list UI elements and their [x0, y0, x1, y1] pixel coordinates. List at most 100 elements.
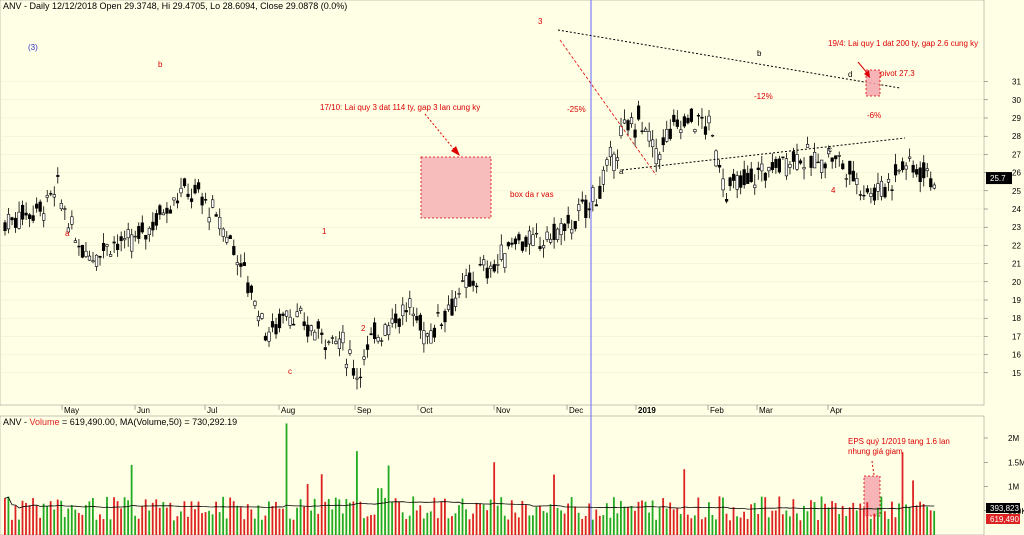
volume-bar: [750, 504, 753, 535]
volume-bar: [398, 501, 401, 535]
volume-bar: [651, 500, 654, 535]
candle-down: [763, 172, 767, 181]
volume-bar: [257, 505, 260, 535]
candle-down: [189, 198, 194, 202]
candle-up: [788, 163, 792, 168]
volume-bar: [451, 516, 453, 535]
chart-annotation: c: [288, 367, 292, 376]
volume-bar: [634, 510, 636, 535]
volume-bar: [401, 512, 404, 535]
volume-bar: [926, 506, 929, 535]
price-tick-label: 22: [1012, 241, 1021, 250]
volume-bar: [268, 501, 270, 535]
candle-up: [284, 310, 289, 317]
candle-up: [267, 331, 271, 342]
volume-bar: [873, 513, 876, 535]
volume-bar: [549, 504, 552, 535]
volume-ma-line: [4, 496, 935, 510]
candle-up: [256, 316, 261, 322]
volume-bar: [70, 505, 73, 535]
candle-down: [858, 194, 862, 196]
chart-annotation: box da r vas: [510, 190, 554, 199]
candle-down: [77, 245, 81, 248]
candle-down: [439, 324, 444, 326]
candle-up: [679, 129, 683, 133]
candle-down: [929, 178, 933, 188]
candle-down: [915, 169, 919, 175]
volume-bar: [35, 505, 38, 535]
candle-down: [777, 158, 781, 173]
ma-volume-label: 619,490: [990, 515, 1019, 524]
candle-down: [538, 246, 542, 249]
candle-down: [573, 220, 577, 229]
volume-bar: [56, 499, 59, 535]
price-tick-label: 18: [1012, 314, 1021, 323]
candle-down: [781, 156, 785, 159]
candle-up: [531, 234, 535, 246]
candle-down: [563, 223, 567, 231]
candle-up: [91, 260, 95, 263]
volume-bar: [130, 464, 133, 535]
candle-down: [302, 321, 306, 326]
last-price-label: 25.7: [990, 174, 1006, 183]
chart-annotation: c: [828, 145, 832, 154]
volume-bar: [377, 488, 379, 535]
volume-bar: [204, 512, 207, 535]
volume-bar: [352, 501, 355, 535]
volume-bar: [774, 510, 777, 535]
candle-up: [767, 167, 771, 172]
candle-down: [478, 264, 482, 266]
candle-up: [87, 255, 92, 261]
volume-bar: [507, 519, 510, 535]
volume-bar: [225, 518, 228, 535]
candle-up: [235, 262, 239, 266]
candle-up: [760, 163, 764, 172]
volume-bar: [891, 501, 893, 535]
volume-bar: [39, 517, 41, 535]
chart-annotation: -12%: [754, 92, 773, 101]
volume-bar: [275, 501, 277, 535]
candle-up: [45, 195, 49, 198]
overlays: (3) b a 1 c 2 3 -25% 17/10: Lai quy 3 dat 114 ty…: [28, 0, 978, 535]
chart-annotation: 17/10: Lai quy 3 dat 114 ty, gap 3 lan c…: [320, 103, 480, 112]
candle-down: [890, 189, 894, 191]
month-label: Oct: [420, 406, 433, 415]
volume-bar: [313, 498, 316, 535]
candle-down: [232, 246, 236, 255]
candle-down: [791, 151, 796, 162]
candle-up: [693, 129, 697, 133]
candle-up: [622, 119, 627, 124]
candle-down: [306, 324, 310, 337]
volume-tick-label: 1M: [1008, 483, 1019, 492]
volume-bar: [655, 519, 657, 535]
candle-up: [876, 183, 880, 192]
candle-up: [802, 167, 806, 170]
candle-up: [401, 304, 405, 317]
volume-bar: [211, 514, 214, 535]
volume-bar: [736, 516, 738, 535]
candle-up: [869, 193, 873, 197]
candle-down: [584, 199, 588, 218]
volume-bar: [602, 515, 605, 535]
month-label: 2019: [638, 406, 656, 415]
candle-down: [101, 243, 106, 251]
volume-bar: [563, 513, 566, 535]
candle-down: [158, 205, 162, 215]
volume-bar: [356, 451, 358, 535]
candle-up: [147, 227, 151, 235]
candle-up: [348, 349, 352, 354]
candle-up: [408, 298, 412, 308]
volume-bar: [468, 519, 471, 535]
volume-bar: [862, 508, 865, 535]
volume-bar: [697, 497, 700, 535]
month-label: Sep: [357, 406, 372, 415]
volume-bar: [21, 500, 24, 535]
candle-up: [714, 150, 718, 167]
volume-bar: [320, 474, 323, 535]
volume-bar: [708, 502, 710, 535]
volume-bar: [524, 504, 527, 535]
chart-annotation: b: [757, 49, 762, 58]
volume-bar: [908, 507, 911, 535]
volume-bar: [11, 519, 13, 535]
candle-down: [116, 243, 120, 250]
